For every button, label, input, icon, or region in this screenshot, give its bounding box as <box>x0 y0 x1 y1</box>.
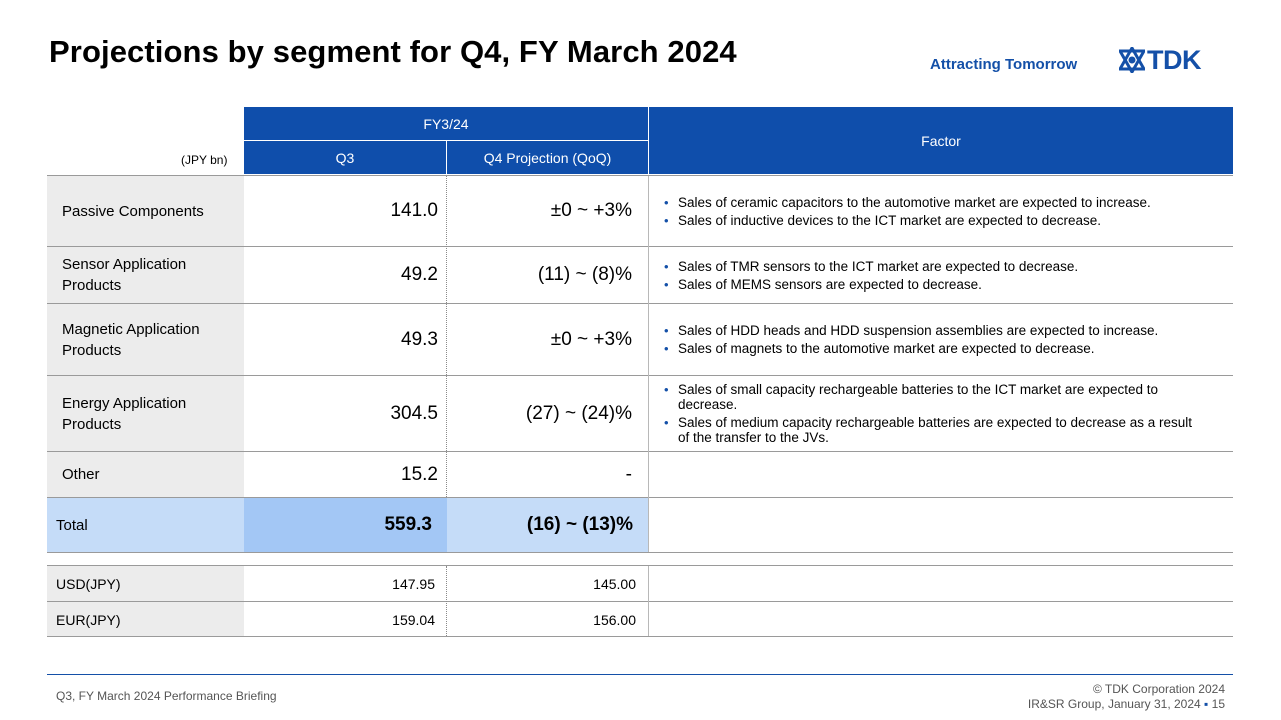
total-q4-projection: (16) ~ (13)% <box>447 498 648 552</box>
q3-value: 15.2 <box>401 463 438 485</box>
factor-cell <box>648 452 1233 497</box>
factor-cell: Sales of small capacity rechargeable bat… <box>648 376 1233 451</box>
footer-copyright: © TDK Corporation 2024 <box>1092 682 1225 696</box>
footer-title: Q3, FY March 2024 Performance Briefing <box>56 689 277 703</box>
column-divider <box>446 566 447 636</box>
q4-projection: - <box>625 463 632 485</box>
fx-label: EUR(JPY) <box>47 602 244 637</box>
q4-projection: (27) ~ (24)% <box>525 402 632 424</box>
unit-label: (JPY bn) <box>181 153 228 167</box>
column-divider <box>446 176 447 497</box>
total-label: Total <box>47 498 244 552</box>
fx-divider <box>47 601 1233 602</box>
row-divider <box>47 303 1233 304</box>
column-divider <box>648 176 649 552</box>
q3-value: 49.3 <box>401 328 438 350</box>
q3-value: 141.0 <box>390 200 438 221</box>
segment-label: Magnetic Application Products <box>47 304 244 375</box>
footer-separator: ▪ <box>1204 697 1209 711</box>
header-divider <box>446 141 447 174</box>
footer-info: © TDK Corporation 2024 IR&SR Group, Janu… <box>1028 682 1225 712</box>
column-divider <box>648 566 649 636</box>
factor-item: Sales of TMR sensors to the ICT market a… <box>664 259 1207 274</box>
header-divider <box>244 140 648 141</box>
row-divider <box>47 246 1233 247</box>
factor-item: Sales of magnets to the automotive marke… <box>664 341 1207 356</box>
factor-item: Sales of inductive devices to the ICT ma… <box>664 213 1207 228</box>
row-divider <box>47 451 1233 452</box>
row-divider <box>47 375 1233 376</box>
total-q3-value: 559.3 <box>244 498 447 552</box>
q4-column-header: Q4 Projection (QoQ) <box>447 141 648 174</box>
factor-item: Sales of small capacity rechargeable bat… <box>664 382 1207 412</box>
fx-divider <box>47 636 1233 637</box>
tdk-logo: TDK <box>1119 45 1202 75</box>
fx-q4-value: 145.00 <box>593 575 636 592</box>
q4-projection: ±0 ~ +3% <box>550 328 632 350</box>
fx-q4-value: 156.00 <box>593 611 636 628</box>
tdk-logo-text: TDK <box>1147 45 1202 75</box>
q3-column-header: Q3 <box>244 141 446 174</box>
fx-q3-value: 147.95 <box>392 575 435 592</box>
brand-tagline: Attracting Tomorrow <box>930 56 1078 73</box>
factor-column-header: Factor <box>649 107 1233 174</box>
factor-cell: Sales of ceramic capacitors to the autom… <box>648 176 1233 246</box>
segment-label: Passive Components <box>47 176 244 246</box>
q4-projection: ±0 ~ +3% <box>550 200 632 221</box>
segment-label: Other <box>47 452 244 497</box>
header-divider <box>648 107 649 174</box>
segment-label: Sensor Application Products <box>47 247 244 303</box>
factor-item: Sales of ceramic capacitors to the autom… <box>664 195 1207 210</box>
tdk-logo-icon <box>1119 47 1145 73</box>
q3-value: 49.2 <box>401 264 438 285</box>
footer-rule <box>47 674 1233 675</box>
factor-item: Sales of MEMS sensors are expected to de… <box>664 277 1207 292</box>
fx-divider <box>47 565 1233 566</box>
q3-value: 304.5 <box>390 402 438 424</box>
footer-group: IR&SR Group, January 31, 2024 <box>1027 697 1201 711</box>
row-divider <box>47 175 1233 176</box>
row-divider <box>47 552 1233 553</box>
period-header: FY3/24 <box>244 107 648 140</box>
factor-cell: Sales of HDD heads and HDD suspension as… <box>648 304 1233 375</box>
factor-cell: Sales of TMR sensors to the ICT market a… <box>648 247 1233 303</box>
page-title: Projections by segment for Q4, FY March … <box>49 34 737 69</box>
fx-label: USD(JPY) <box>47 566 244 601</box>
factor-item: Sales of medium capacity rechargeable ba… <box>664 415 1207 445</box>
page-number: 15 <box>1211 697 1225 711</box>
q4-projection: (11) ~ (8)% <box>537 264 632 285</box>
fx-q3-value: 159.04 <box>392 611 435 628</box>
factor-item: Sales of HDD heads and HDD suspension as… <box>664 323 1207 338</box>
row-divider <box>47 497 1233 498</box>
segment-label: Energy Application Products <box>47 376 244 451</box>
footer-group-line: IR&SR Group, January 31, 2024 ▪ 15 <box>1028 697 1225 712</box>
